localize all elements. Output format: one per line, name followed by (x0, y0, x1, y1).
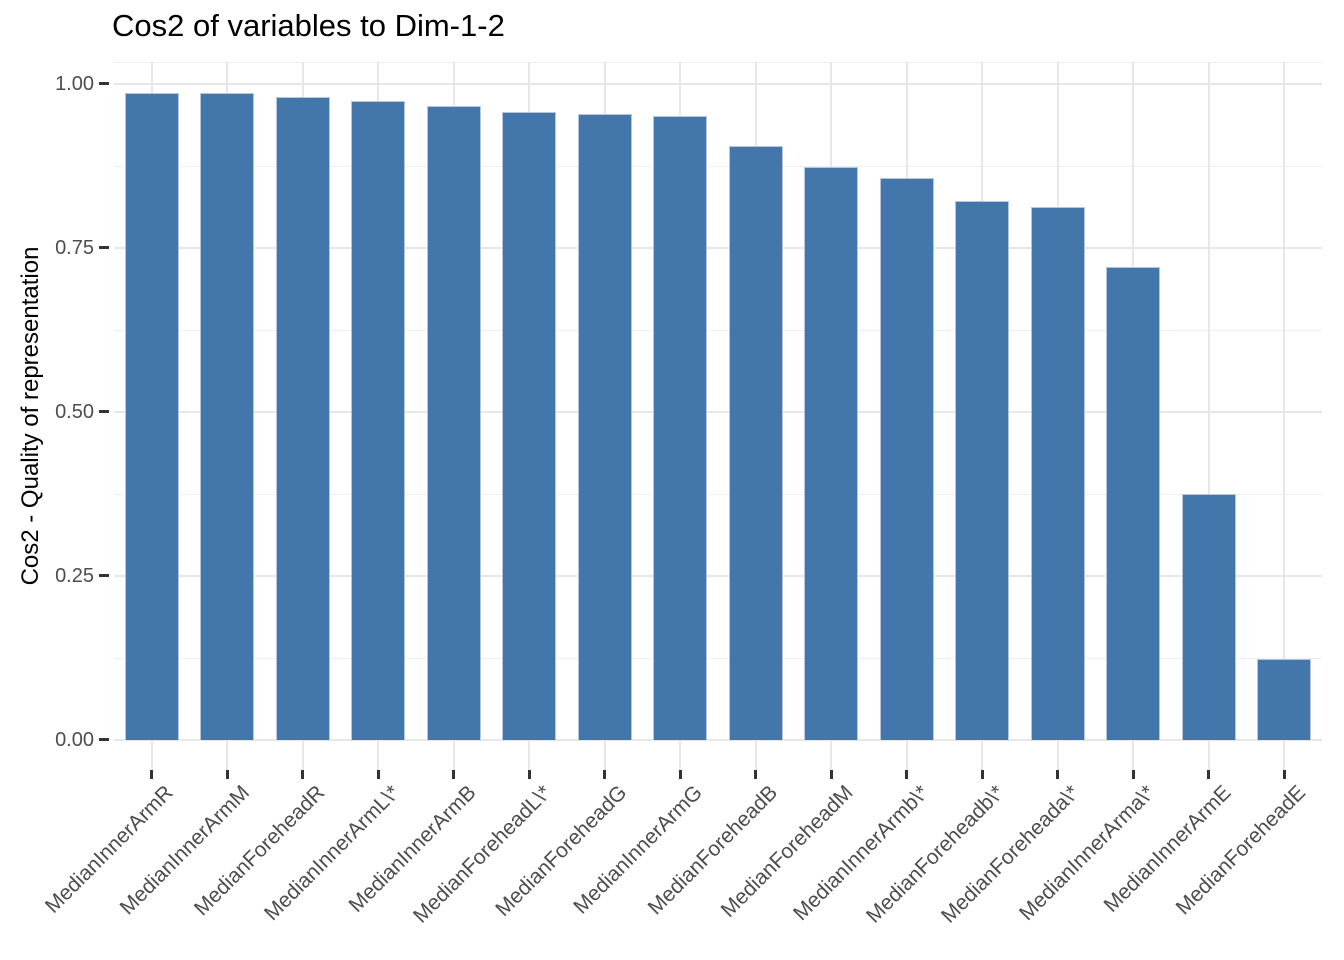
x-tick-label: MedianInnerArmL\* (260, 781, 405, 926)
x-tick-label: MedianForeheadR (189, 781, 330, 921)
bar (804, 167, 859, 740)
y-tick-mark (99, 738, 109, 741)
bar (653, 115, 708, 740)
bar (351, 100, 406, 740)
bar (728, 145, 783, 740)
gridline-major (114, 82, 1322, 85)
x-tick-mark (603, 770, 607, 779)
bar (502, 111, 557, 740)
bar (879, 177, 934, 740)
x-tick-label: MedianForeheadG (490, 781, 632, 922)
chart-title: Cos2 of variables to Dim-1-2 (112, 8, 505, 43)
y-tick-label: 0.25 (55, 564, 94, 587)
y-tick-label: 0.00 (55, 728, 94, 751)
x-tick-label: MedianInnerArmb\* (788, 781, 934, 926)
x-tick-mark (1282, 770, 1286, 779)
x-tick-mark (1131, 770, 1135, 779)
x-tick-mark (754, 770, 758, 779)
x-tick-mark (678, 770, 682, 779)
gridline-vertical (1283, 62, 1286, 770)
x-tick-mark (1207, 770, 1211, 779)
y-tick-mark (99, 574, 109, 577)
gridline-major (114, 574, 1322, 577)
x-tick-mark (301, 770, 305, 779)
gridline-minor (114, 329, 1322, 331)
x-tick-label: MedianForeheadL\* (408, 781, 556, 928)
x-tick-mark (452, 770, 456, 779)
x-tick-label: MedianForeheadM (716, 781, 858, 922)
y-tick-mark (99, 82, 109, 85)
x-tick-label: MedianInnerArmR (41, 781, 179, 918)
gridline-minor (114, 62, 1322, 63)
bar (124, 92, 179, 740)
gridline-major (114, 410, 1322, 413)
x-tick-mark (527, 770, 531, 779)
gridline-major (114, 738, 1322, 741)
x-tick-label: MedianInnerArma\* (1015, 781, 1160, 926)
plot-panel (114, 62, 1322, 770)
x-tick-label: MedianForeheadE (1172, 781, 1311, 920)
bar (1106, 266, 1161, 740)
x-tick-label: MedianInnerArmG (568, 781, 707, 919)
x-tick-mark (829, 770, 833, 779)
bar (577, 113, 632, 740)
bar (1257, 659, 1312, 740)
x-tick-mark (905, 770, 909, 779)
x-tick-mark (1056, 770, 1060, 779)
bar (200, 93, 255, 740)
bar (1181, 494, 1236, 740)
y-tick-mark (99, 410, 109, 413)
x-tick-label: MedianForeheadB (643, 781, 783, 920)
x-tick-mark (980, 770, 984, 779)
x-tick-label: MedianInnerArmB (344, 781, 481, 917)
y-tick-label: 1.00 (55, 72, 94, 95)
y-tick-label: 0.50 (55, 400, 94, 423)
gridline-minor (114, 493, 1322, 495)
x-tick-mark (225, 770, 229, 779)
gridline-minor (114, 657, 1322, 659)
y-tick-mark (99, 246, 109, 249)
gridline-minor (114, 165, 1322, 167)
x-tick-mark (150, 770, 154, 779)
bar (1030, 206, 1085, 740)
bar (275, 96, 330, 740)
bar (426, 106, 481, 740)
x-tick-label: MedianForeheadb\* (861, 781, 1009, 928)
x-tick-label: MedianInnerArmM (115, 781, 254, 920)
bar (955, 200, 1010, 740)
y-tick-label: 0.75 (55, 236, 94, 259)
x-tick-label: MedianInnerArmE (1099, 781, 1236, 917)
gridline-major (114, 246, 1322, 249)
gridline-vertical (1207, 62, 1210, 770)
x-tick-label: MedianForeheada\* (937, 781, 1085, 928)
x-tick-mark (376, 770, 380, 779)
